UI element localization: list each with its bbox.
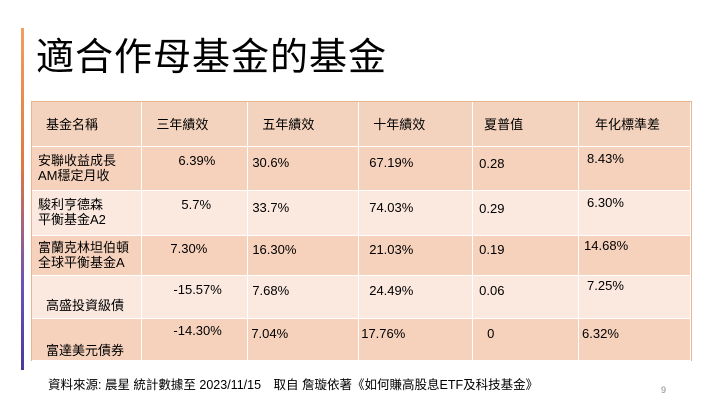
- sharpe-value: 0.29: [479, 200, 505, 216]
- header-sharpe: 夏普值: [472, 102, 580, 147]
- ten-year-value: 17.76%: [361, 325, 406, 341]
- slide-title: 適合作母基金的基金: [36, 35, 388, 79]
- ten-year-value: 74.03%: [369, 199, 414, 215]
- three-year-value: -15.57%: [173, 281, 222, 297]
- fund-name-line: 平衡基金A2: [38, 211, 106, 227]
- fund-name-cell: 富蘭克林坦伯頓 全球平衡基金A: [32, 235, 143, 276]
- fund-name-line: 駿利亨德森: [38, 196, 104, 212]
- table-row: 富蘭克林坦伯頓 全球平衡基金A 7.30% 16.30% 21.03% 0.19…: [32, 235, 691, 276]
- table-row: 駿利亨德森 平衡基金A2 5.7% 33.7% 74.03% 0.29 6.30…: [32, 190, 691, 236]
- sharpe-value: 0: [487, 325, 495, 341]
- five-year-value: 16.30%: [252, 241, 297, 257]
- header-five-year: 五年績效: [247, 102, 360, 147]
- std-dev-value: 8.43%: [587, 150, 624, 166]
- fund-name-line: 高盛投資級債: [46, 297, 125, 313]
- std-dev-value: 6.30%: [587, 194, 624, 210]
- fund-name-cell: 高盛投資級債: [32, 275, 143, 319]
- fund-name-line: 安聯收益成長: [38, 152, 117, 168]
- header-three-year: 三年績效: [141, 102, 249, 147]
- fund-name-cell: 富達美元債券: [32, 318, 143, 361]
- ten-year-value: 24.49%: [369, 282, 414, 298]
- table-row: 富達美元債券 -14.30% 7.04% 17.76% 0 6.32%: [32, 318, 691, 361]
- table-row: 安聯收益成長 AM穩定月收 6.39% 30.6% 67.19% 0.28 8.…: [32, 146, 691, 191]
- table-row: 高盛投資級債 -15.57% 7.68% 24.49% 0.06 7.25%: [32, 275, 691, 319]
- fund-name-cell: 駿利亨德森 平衡基金A2: [32, 190, 143, 236]
- table-header-row: 基金名稱 三年績效 五年績效 十年績效 夏普值 年化標準差: [32, 102, 691, 147]
- std-dev-value: 14.68%: [584, 237, 629, 253]
- std-dev-value: 6.32%: [582, 325, 619, 341]
- page-number: 9: [661, 385, 667, 395]
- fund-table: 基金名稱 三年績效 五年績效 十年績效 夏普值 年化標準差 安聯收益成長 AM穩…: [31, 101, 692, 361]
- three-year-value: 6.39%: [178, 152, 216, 168]
- five-year-value: 30.6%: [252, 154, 290, 170]
- five-year-value: 7.68%: [252, 282, 290, 298]
- fund-name-line: 富蘭克林坦伯頓: [38, 239, 130, 255]
- five-year-value: 7.04%: [251, 325, 289, 341]
- sharpe-value: 0.06: [479, 282, 505, 298]
- ten-year-value: 67.19%: [369, 154, 414, 170]
- fund-name-line: 富達美元債券: [46, 342, 125, 358]
- five-year-value: 33.7%: [252, 199, 290, 215]
- fund-name-line: AM穩定月收: [38, 167, 110, 183]
- std-dev-value: 7.25%: [587, 277, 624, 293]
- ten-year-value: 21.03%: [369, 241, 414, 257]
- accent-bar: [21, 28, 24, 370]
- fund-name-cell: 安聯收益成長 AM穩定月收: [32, 146, 143, 191]
- header-fund-name: 基金名稱: [32, 102, 143, 147]
- three-year-value: -14.30%: [173, 322, 222, 338]
- header-std-dev: 年化標準差: [578, 102, 691, 147]
- three-year-value: 7.30%: [170, 240, 208, 256]
- source-footnote: 資料來源: 晨星 統計數據至 2023/11/15 取自 詹璇依著《如何賺高股息…: [48, 378, 539, 392]
- header-ten-year: 十年績效: [358, 102, 474, 147]
- fund-name-line: 全球平衡基金A: [38, 254, 125, 270]
- three-year-value: 5.7%: [181, 196, 212, 212]
- sharpe-value: 0.28: [479, 155, 505, 171]
- sharpe-value: 0.19: [479, 241, 505, 257]
